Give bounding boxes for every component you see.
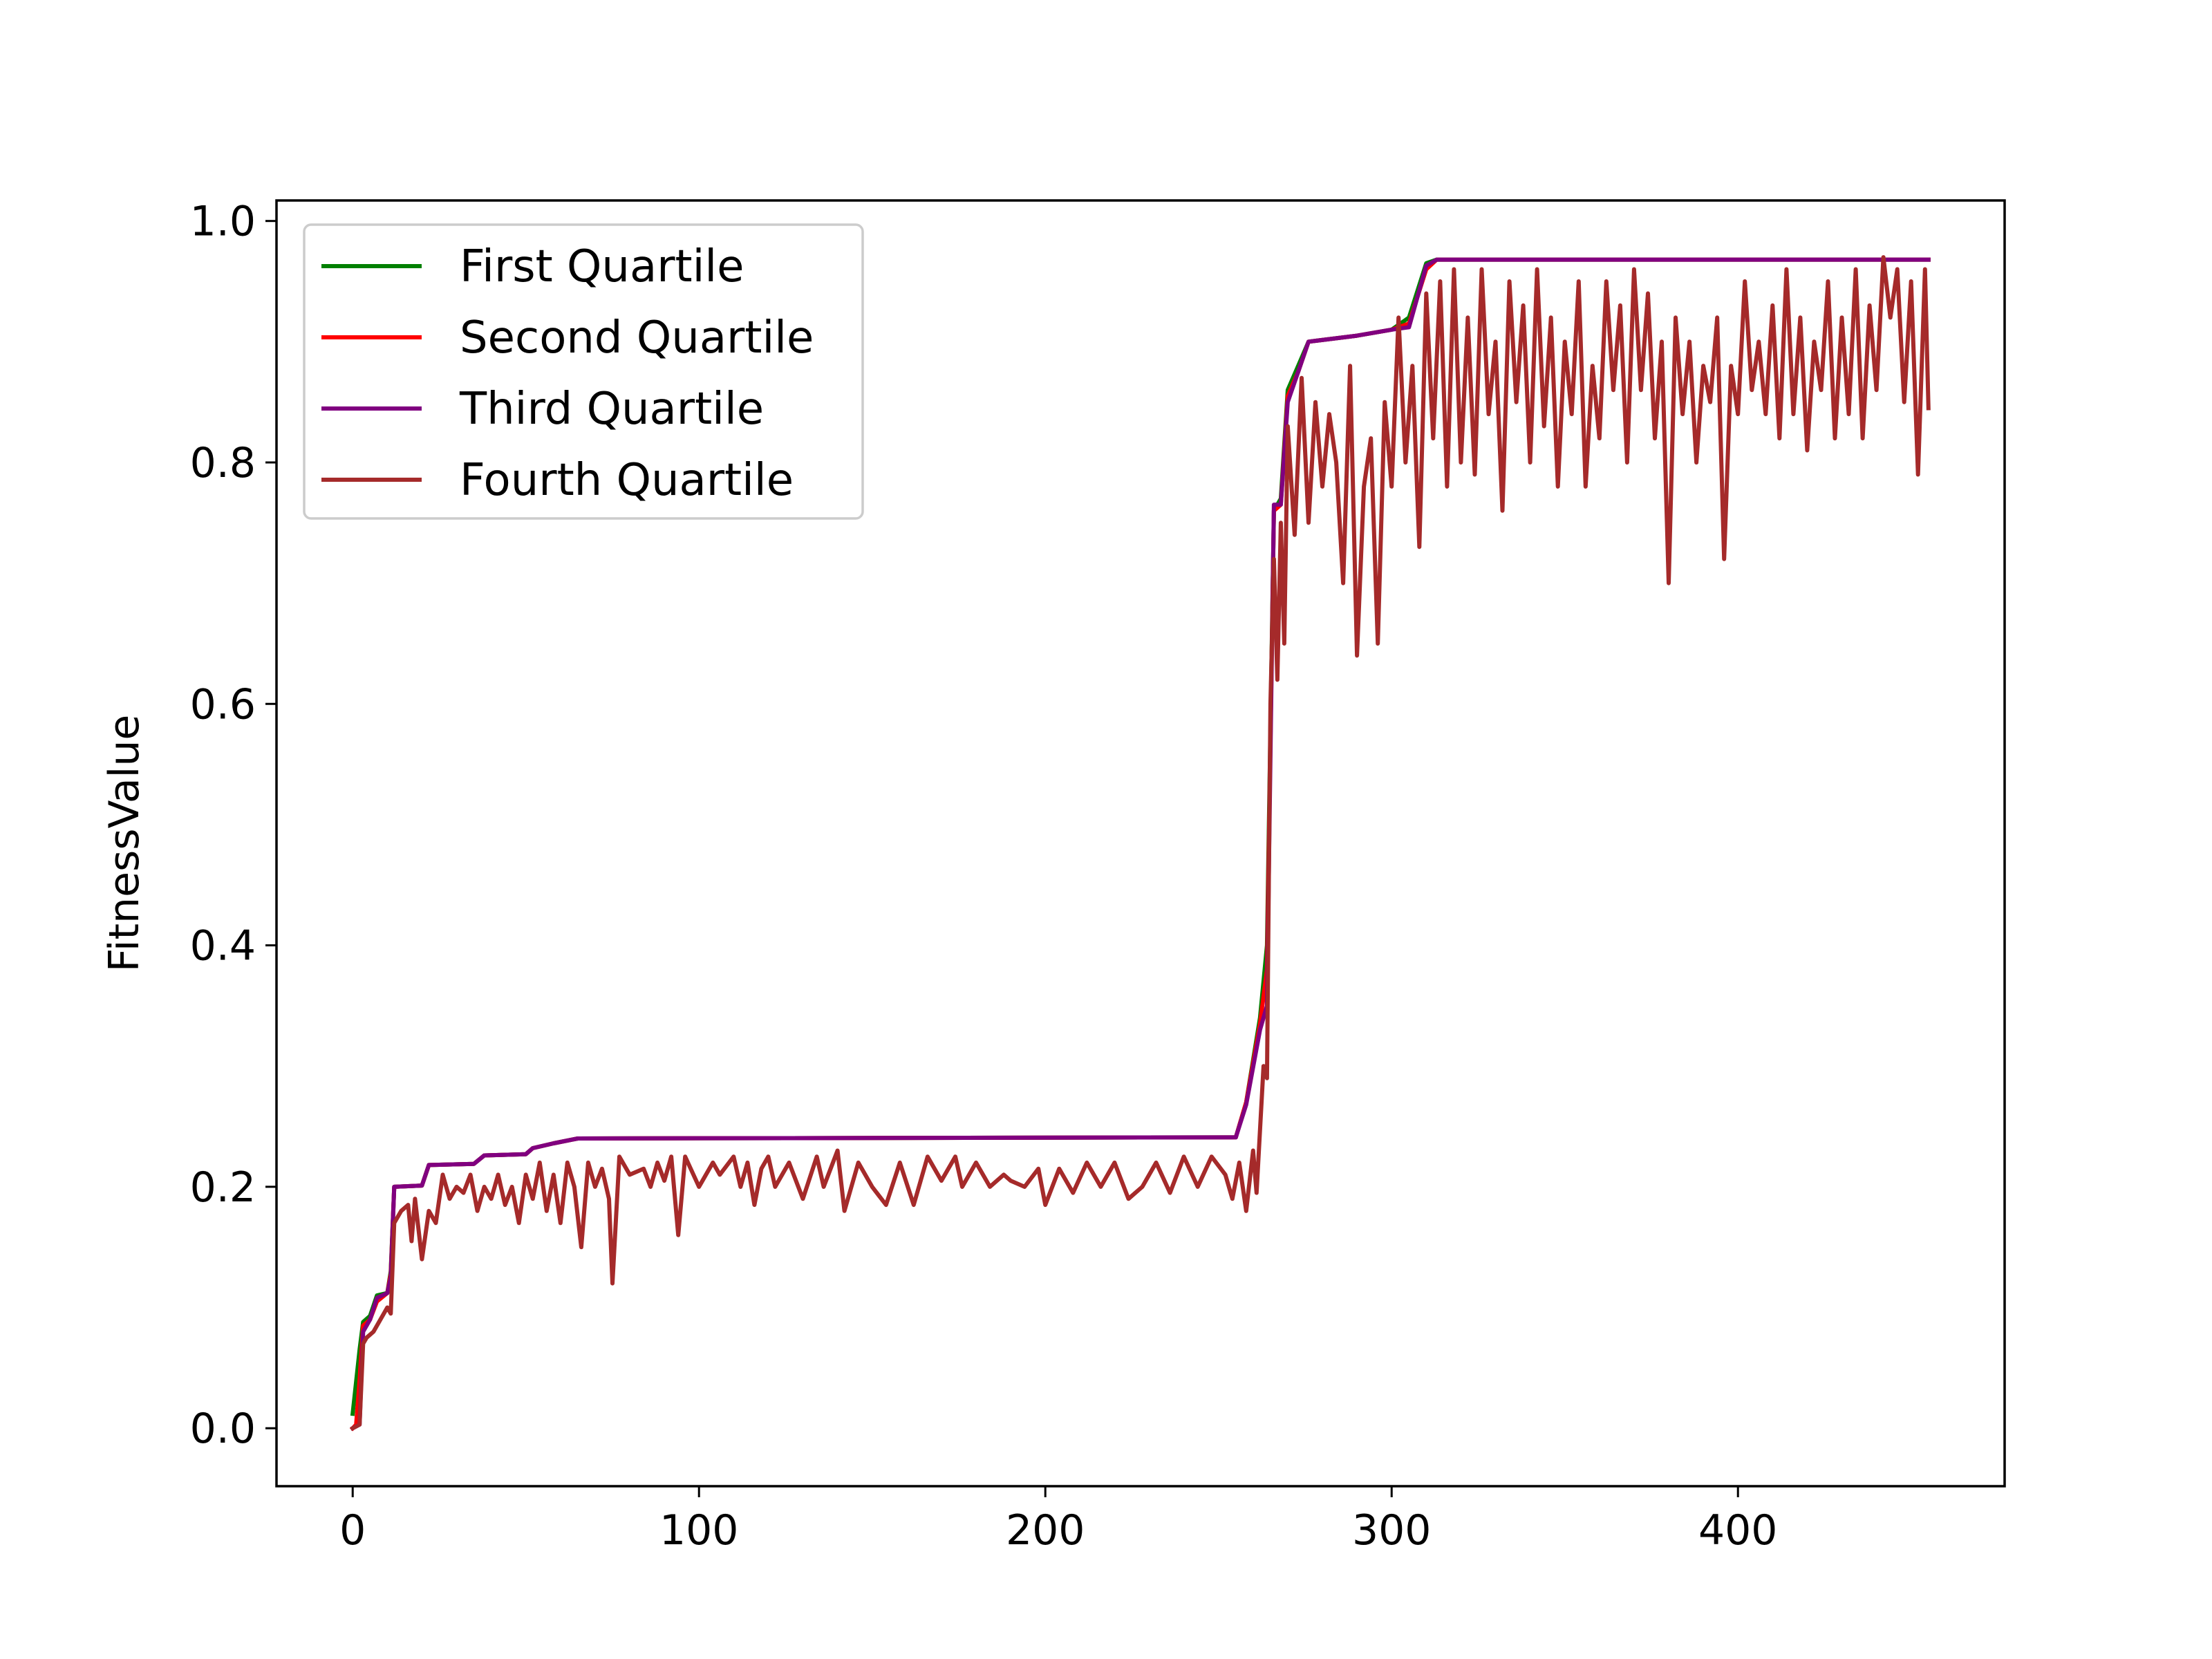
- series-line-4: [350, 255, 1931, 1432]
- legend: First Quartile Second Quartile Third Quart…: [303, 223, 864, 520]
- x-tick-label: 100: [659, 1506, 739, 1555]
- x-tick-label: 300: [1352, 1506, 1432, 1555]
- legend-box: [303, 223, 864, 520]
- y-tick-label: 0.2: [190, 1163, 256, 1212]
- y-tick-label: 0.4: [190, 922, 256, 971]
- y-tick-label: 0.0: [190, 1405, 256, 1453]
- series-line-3: [350, 257, 1931, 1432]
- legend-label-2: Second Quartile: [460, 312, 814, 364]
- legend-label-3: Third Quartile: [459, 384, 764, 435]
- plot-frame: [275, 199, 2006, 1488]
- x-tick-label: 200: [1006, 1506, 1085, 1555]
- y-tick-label: 0.8: [190, 439, 256, 487]
- x-axis: 0 100 200 300 400: [339, 1486, 1777, 1555]
- legend-entries: First Quartile Second Quartile Third Quart…: [321, 241, 814, 506]
- y-tick-label: 1.0: [190, 198, 256, 246]
- y-axis: 0.0 0.2 0.4 0.6 0.8 1.0: [190, 198, 276, 1453]
- x-tick-label: 400: [1698, 1506, 1778, 1555]
- y-axis-label: FitnessValue: [100, 715, 149, 973]
- legend-label-1: First Quartile: [460, 241, 744, 292]
- x-tick-label: 0: [339, 1506, 366, 1555]
- series-layer: [349, 255, 1931, 1432]
- legend-label-4: Fourth Quartile: [460, 455, 794, 506]
- y-tick-label: 0.6: [190, 680, 256, 729]
